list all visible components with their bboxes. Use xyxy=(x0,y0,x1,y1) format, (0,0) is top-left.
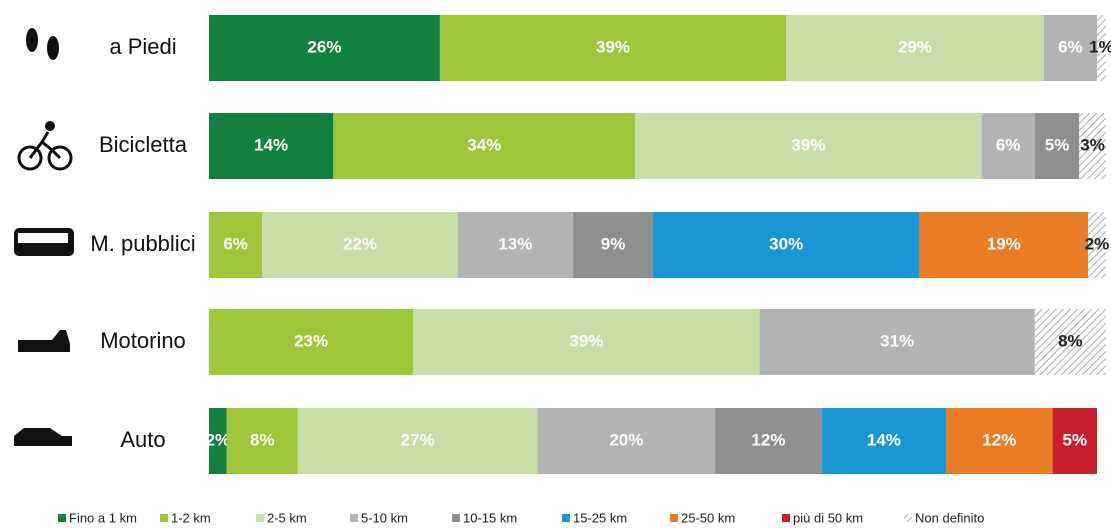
legend-swatch xyxy=(452,514,460,522)
value-label: 26% xyxy=(307,37,341,56)
value-label: 2% xyxy=(1085,234,1110,253)
category-label: M. pubblici xyxy=(90,231,195,256)
legend-label: 1-2 km xyxy=(171,510,211,525)
value-label: 14% xyxy=(254,135,288,154)
bar-segment xyxy=(1034,309,1106,375)
bar-segment xyxy=(1088,212,1106,278)
bar-segment xyxy=(1034,113,1080,179)
legend-label: Fino a 1 km xyxy=(69,510,137,525)
bar-segment xyxy=(821,408,947,474)
legend-label: più di 50 km xyxy=(793,510,863,525)
legend-swatch xyxy=(562,514,570,522)
category-label: a Piedi xyxy=(109,34,176,59)
legend-label: 25-50 km xyxy=(681,510,735,525)
bar-segment xyxy=(297,408,538,474)
value-label: 8% xyxy=(250,430,275,449)
legend-label: 2-5 km xyxy=(267,510,307,525)
bar-segment xyxy=(457,212,574,278)
bar-segment xyxy=(1079,113,1106,179)
bar-segment xyxy=(786,15,1044,81)
value-label: 29% xyxy=(898,37,932,56)
value-label: 39% xyxy=(596,37,630,56)
bar-segment xyxy=(439,15,787,81)
value-label: 19% xyxy=(987,234,1021,253)
bar-segment xyxy=(946,408,1053,474)
legend-swatch xyxy=(160,514,168,522)
legend-swatch xyxy=(58,514,66,522)
bike-icon xyxy=(17,131,73,171)
bar-segment xyxy=(635,113,982,179)
value-label: 12% xyxy=(982,430,1016,449)
bar-segment xyxy=(715,408,822,474)
foot-icon xyxy=(47,36,59,60)
bar-segment xyxy=(573,212,653,278)
value-label: 1% xyxy=(1089,37,1111,56)
bus-window xyxy=(18,233,68,243)
legend-swatch xyxy=(350,514,358,522)
value-label: 22% xyxy=(343,234,377,253)
legend-label: Non definito xyxy=(915,510,984,525)
value-label: 5% xyxy=(1045,135,1070,154)
value-label: 8% xyxy=(1058,331,1083,350)
value-label: 13% xyxy=(498,234,532,253)
bar-segment xyxy=(1052,408,1097,474)
value-label: 30% xyxy=(769,234,803,253)
bar-segment xyxy=(209,212,263,278)
value-label: 39% xyxy=(791,135,825,154)
value-label: 5% xyxy=(1063,430,1088,449)
value-label: 34% xyxy=(467,135,501,154)
category-label: Auto xyxy=(120,427,165,452)
value-label: 6% xyxy=(1058,37,1083,56)
bar-segment xyxy=(262,212,458,278)
bar-segment xyxy=(919,212,1089,278)
bar-segment xyxy=(653,212,920,278)
scooter-icon xyxy=(18,330,70,352)
value-label: 6% xyxy=(223,234,248,253)
value-label: 14% xyxy=(867,430,901,449)
bar-segment xyxy=(1097,15,1106,81)
bar-segment xyxy=(1043,15,1097,81)
bar-segment xyxy=(537,408,716,474)
value-label: 2% xyxy=(206,430,231,449)
value-label: 39% xyxy=(569,331,603,350)
legend-swatch xyxy=(256,514,264,522)
value-label: 6% xyxy=(996,135,1021,154)
bar-segment xyxy=(981,113,1035,179)
bar-segment xyxy=(333,113,636,179)
legend-label: 10-15 km xyxy=(463,510,517,525)
legend-label: 15-25 km xyxy=(573,510,627,525)
bar-segment xyxy=(759,309,1035,375)
bar-segment xyxy=(209,113,334,179)
value-label: 27% xyxy=(401,430,435,449)
value-label: 12% xyxy=(751,430,785,449)
bar-segment xyxy=(413,309,760,375)
value-label: 20% xyxy=(609,430,643,449)
bar-segment xyxy=(226,408,298,474)
car-icon xyxy=(14,428,72,446)
value-label: 9% xyxy=(601,234,626,253)
bar-segment xyxy=(209,15,440,81)
category-label: Motorino xyxy=(100,328,186,353)
legend-label: 5-10 km xyxy=(361,510,408,525)
value-label: 31% xyxy=(880,331,914,350)
value-label: 23% xyxy=(294,331,328,350)
legend-swatch xyxy=(670,514,678,522)
category-label: Bicicletta xyxy=(99,132,188,157)
bar-segment xyxy=(209,408,227,474)
value-label: 3% xyxy=(1080,135,1105,154)
bar-segment xyxy=(209,309,414,375)
foot-icon xyxy=(26,28,38,52)
bike-icon-head xyxy=(45,121,55,131)
icons xyxy=(14,28,74,446)
legend-swatch xyxy=(904,514,912,522)
legend-swatch xyxy=(782,514,790,522)
